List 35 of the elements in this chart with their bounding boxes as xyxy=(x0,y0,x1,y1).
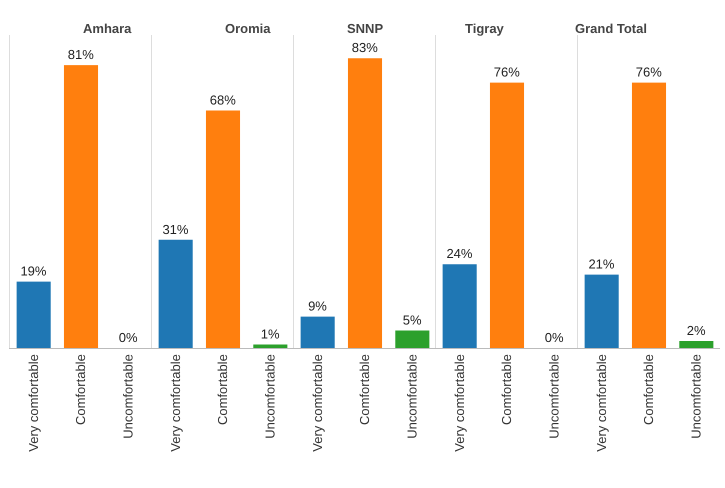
data-label: 76% xyxy=(636,64,662,80)
data-label: 0% xyxy=(544,330,564,345)
data-label: 68% xyxy=(210,92,236,108)
x-tick-label: Uncomfortable xyxy=(262,354,278,439)
x-tick-label: Uncomfortable xyxy=(404,354,420,439)
x-tick-label: Uncomfortable xyxy=(120,354,136,439)
x-tick-label: Very comfortable xyxy=(594,354,609,452)
chart-title: Tigray xyxy=(465,21,505,36)
x-tick-label: Very comfortable xyxy=(26,354,41,452)
data-label: 1% xyxy=(260,326,280,342)
data-label: 19% xyxy=(20,264,47,279)
data-label: 5% xyxy=(402,312,422,328)
chart-title: Amhara xyxy=(83,21,132,36)
data-label: 24% xyxy=(446,246,473,262)
x-tick-label: Very comfortable xyxy=(452,354,467,452)
data-label: 31% xyxy=(162,222,189,237)
data-label: 9% xyxy=(308,298,328,314)
chart-title: SNNP xyxy=(347,21,384,36)
data-label: 21% xyxy=(588,256,615,272)
x-tick-label: Comfortable xyxy=(499,354,514,426)
x-tick-label: Comfortable xyxy=(215,354,230,426)
x-tick-label: Comfortable xyxy=(641,354,656,426)
x-tick-label: Very comfortable xyxy=(168,354,183,452)
data-label: 2% xyxy=(686,323,706,338)
chart-title: Oromia xyxy=(225,21,272,36)
data-label: 81% xyxy=(68,47,94,62)
data-label: 0% xyxy=(118,330,138,345)
x-tick-label: Comfortable xyxy=(73,354,88,426)
chart-title: Grand Total xyxy=(575,21,647,36)
data-label: 76% xyxy=(494,64,520,80)
x-tick-label: Uncomfortable xyxy=(688,354,704,439)
x-tick-label: Uncomfortable xyxy=(546,354,562,439)
x-tick-label: Comfortable xyxy=(357,354,372,426)
data-label: 83% xyxy=(352,40,378,56)
x-tick-label: Very comfortable xyxy=(310,354,325,452)
